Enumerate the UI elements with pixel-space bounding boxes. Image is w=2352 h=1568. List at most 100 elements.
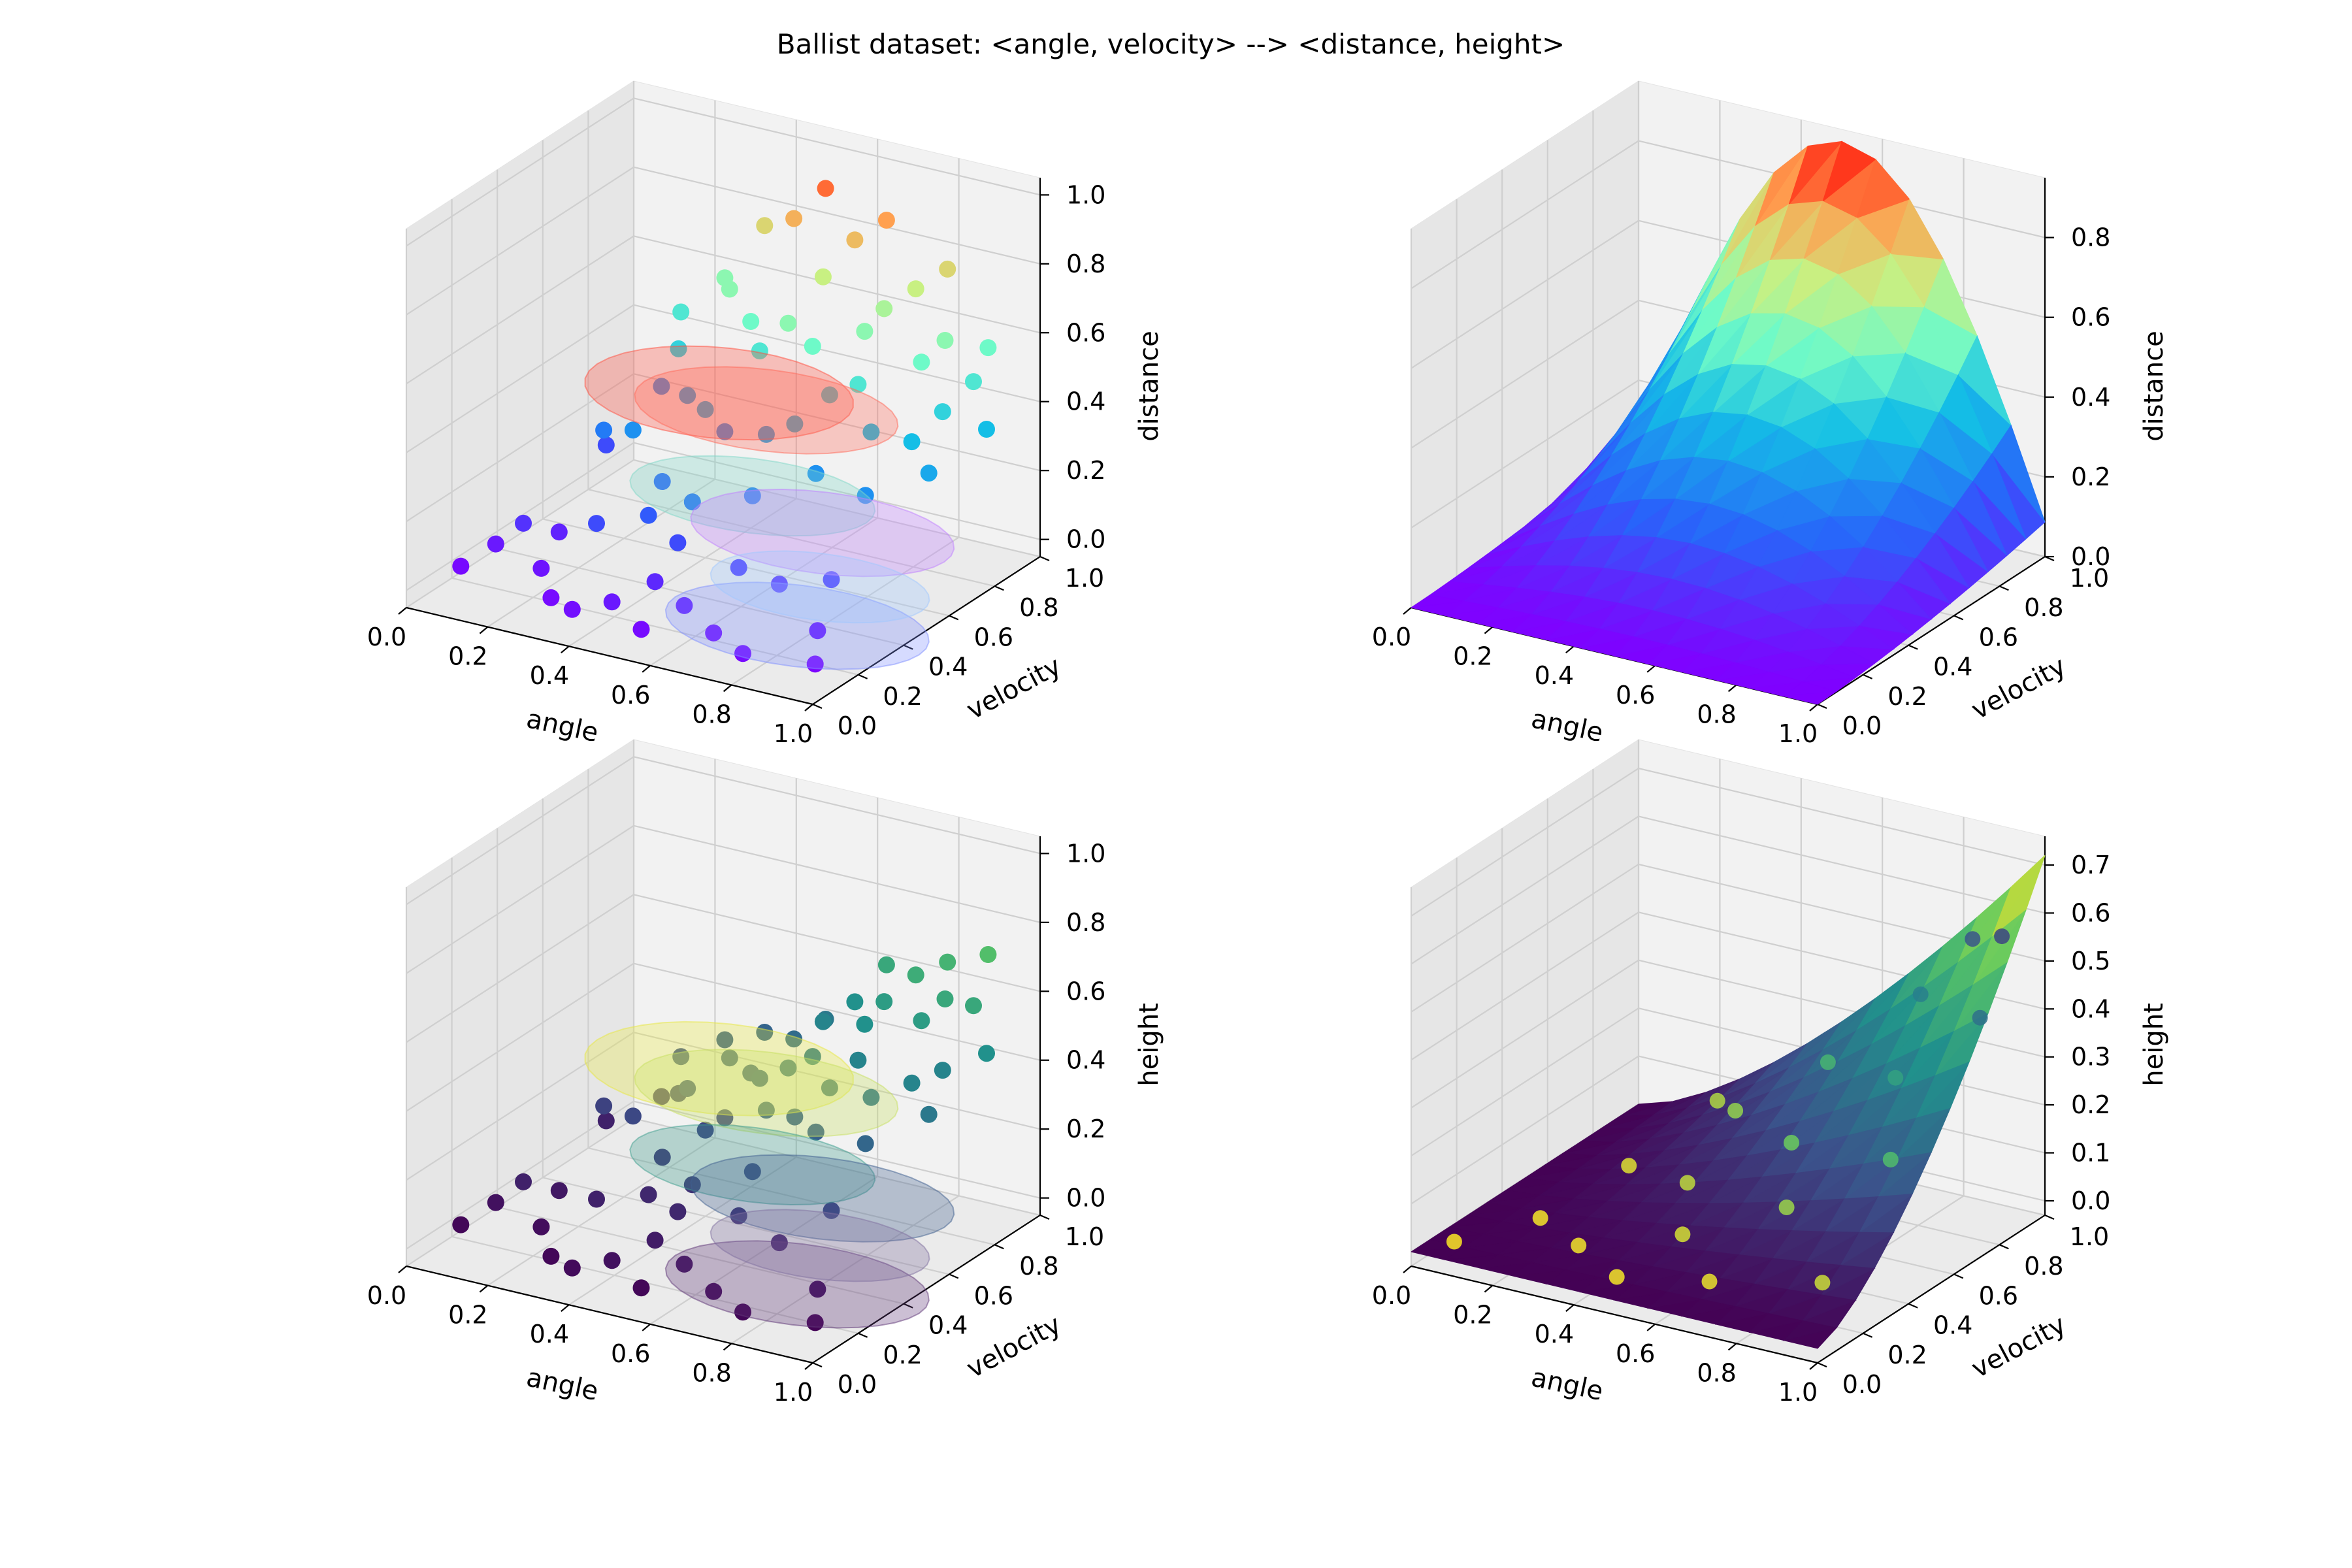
surface-facet	[1622, 498, 1676, 536]
data-point	[669, 534, 687, 551]
scatter-points	[452, 946, 997, 1331]
surface-facet	[1482, 1221, 1536, 1235]
surface-facet	[1739, 1229, 1792, 1256]
y-tick-label: 0.0	[838, 1370, 877, 1399]
surface-facet	[1641, 1182, 1695, 1203]
data-point	[730, 1207, 747, 1224]
y-tick-label: 0.8	[1019, 593, 1058, 622]
surface-facet	[1617, 1242, 1672, 1262]
data-point	[907, 966, 924, 984]
surface-facet	[1840, 1232, 1895, 1266]
surface-facet	[1829, 478, 1884, 517]
data-point	[730, 559, 747, 576]
ellipse-component	[710, 1209, 930, 1282]
surface-facet	[1636, 537, 1691, 574]
z-tick-label: 0.3	[2071, 1043, 2110, 1071]
surface-facet	[1549, 565, 1604, 593]
surface-facet	[1704, 553, 1759, 589]
z-tick-label: 0.6	[2071, 303, 2110, 332]
surface-facet	[1539, 1181, 1593, 1196]
z-axis-label: height	[2139, 1003, 2169, 1086]
z-tick-label: 0.2	[1066, 1115, 1105, 1143]
surface-facet	[1919, 411, 1974, 482]
surface-facet	[1750, 258, 1805, 314]
z-tick-label: 0.0	[1066, 525, 1105, 554]
ellipse-component	[664, 1240, 930, 1329]
surface-facet	[1463, 1233, 1517, 1248]
x-axis-line	[1411, 1265, 1818, 1364]
surface-facet	[1719, 599, 1774, 630]
surface-facet	[1769, 1049, 1823, 1092]
data-point	[705, 1282, 723, 1300]
surface-facet	[1795, 448, 1850, 492]
z-tick-label: 0.8	[1066, 908, 1105, 937]
surface-facet	[1818, 273, 1872, 329]
data-point	[597, 1112, 615, 1130]
surface-facet	[1531, 1247, 1585, 1263]
x-tick-label: 0.8	[1697, 1358, 1736, 1387]
surface-facet	[1924, 917, 1978, 987]
surface-facet	[1791, 1198, 1845, 1232]
surface-facet	[1782, 1320, 1837, 1341]
surface-facet	[1693, 412, 1748, 458]
data-point	[563, 1259, 581, 1277]
surface-facet	[1712, 364, 1767, 413]
surface-facet	[1670, 543, 1725, 580]
y-axis-label: velocity	[1967, 651, 2071, 726]
surface-facet	[1840, 625, 1895, 650]
surface-facet	[1668, 265, 1722, 355]
surface-facet	[1753, 613, 1808, 641]
data-point	[857, 1135, 874, 1152]
surface-facet	[1801, 1294, 1857, 1322]
surface-facet	[1890, 198, 1944, 260]
y-axis-label: velocity	[962, 651, 1066, 726]
surface-facet	[1848, 438, 1903, 483]
x-tick-label: 1.0	[1778, 719, 1818, 748]
y-tick-label: 1.0	[2070, 564, 2109, 593]
surface-facet	[1554, 504, 1608, 542]
y-tick-label: 0.6	[1979, 1281, 2018, 1310]
y-tick-label: 0.4	[1933, 653, 1972, 681]
surface-facet	[1863, 515, 1918, 559]
surface-facet	[1844, 546, 1899, 583]
surface-facet	[1583, 568, 1639, 598]
ellipse-component	[634, 1049, 899, 1137]
data-point	[515, 1173, 532, 1190]
surface-facet	[1825, 576, 1880, 605]
surface-facet	[1588, 1200, 1642, 1218]
data-point	[563, 600, 581, 618]
surface-facet	[1664, 1124, 1718, 1151]
ellipse-component	[584, 1021, 854, 1117]
data-point	[814, 1013, 832, 1030]
surface-facet	[1714, 1306, 1769, 1325]
surface-facet	[1788, 140, 1843, 205]
z-tick-label: 0.8	[1066, 250, 1105, 278]
surface-facet	[1837, 1009, 1891, 1062]
surface-facet	[1754, 1043, 1808, 1084]
surface-facet	[1505, 504, 1560, 541]
surface-facet	[1613, 636, 1667, 657]
surface-facet	[1598, 602, 1654, 630]
figure-title: Ballist dataset: <angle, velocity> --> <…	[777, 28, 1565, 60]
data-point	[696, 400, 714, 418]
surface-facet	[1753, 1258, 1807, 1285]
data-point	[542, 1247, 560, 1265]
y-tick-label: 0.4	[1933, 1311, 1972, 1340]
surface-facet	[1656, 1203, 1710, 1224]
surface-facet	[1630, 1132, 1684, 1155]
z-tick-label: 0.7	[2071, 851, 2110, 879]
surface-facet	[1603, 1220, 1657, 1239]
surface-facet	[1734, 639, 1789, 664]
data-point	[550, 523, 568, 541]
surface-facet	[1705, 1227, 1758, 1252]
data-point	[934, 1062, 951, 1079]
data-point	[487, 535, 504, 553]
data-point	[743, 1163, 761, 1181]
surface-facet	[1637, 1222, 1691, 1243]
surface-facet	[1579, 629, 1634, 649]
surface-facet	[1685, 587, 1740, 620]
surface-facet	[1859, 604, 1914, 635]
x-tick-label: 0.4	[1535, 661, 1574, 690]
surface-facet	[1524, 482, 1578, 527]
surface-facet	[1742, 472, 1797, 515]
